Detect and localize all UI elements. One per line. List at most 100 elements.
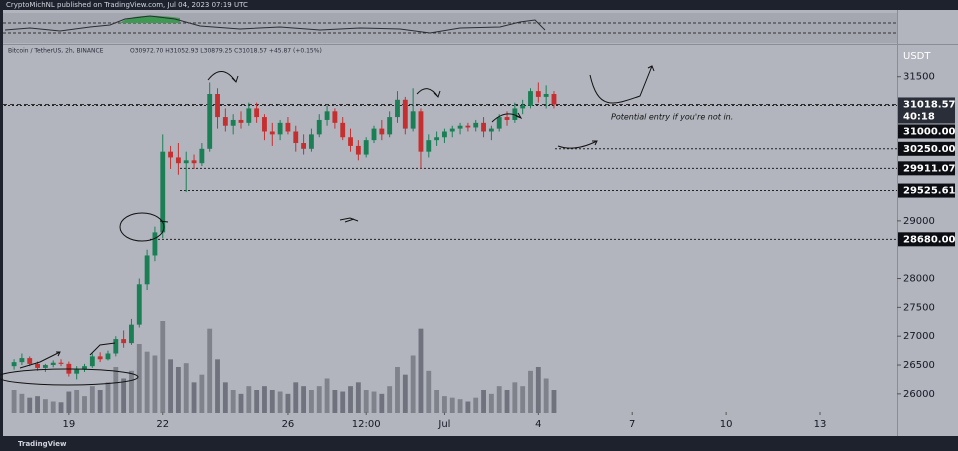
volume-bar <box>121 378 127 413</box>
drawings <box>0 65 655 386</box>
volume-bar <box>27 397 33 413</box>
candle-body <box>324 111 330 120</box>
candle-body <box>11 362 17 367</box>
candle-body <box>121 339 127 344</box>
candle-body <box>285 122 291 132</box>
candle-body <box>387 117 393 135</box>
volume-bar <box>457 399 463 413</box>
x-tick-label: Jul <box>437 419 450 430</box>
volume-bar <box>535 367 541 413</box>
volume-bar <box>254 390 260 413</box>
plot-area <box>3 10 897 412</box>
candle-body <box>58 362 64 364</box>
volume-bar <box>277 391 283 413</box>
candle-body <box>301 143 307 149</box>
volume-bar <box>316 386 322 413</box>
candle-body <box>363 140 369 155</box>
volume-bar <box>301 386 307 413</box>
candle-body <box>238 119 244 123</box>
volume-bar <box>199 374 205 413</box>
candle-body <box>191 160 197 164</box>
candle-body <box>465 125 471 128</box>
price-level-label: 28680.00 <box>903 234 956 245</box>
price-label-box <box>898 97 955 124</box>
candle-body <box>395 99 400 118</box>
volume-bar <box>379 393 385 413</box>
volume-bar <box>402 374 408 413</box>
candle-body <box>418 111 424 152</box>
currency: USDT <box>903 51 931 62</box>
candle-body <box>230 119 236 126</box>
indicator-line <box>4 15 546 34</box>
candle-body <box>222 117 228 126</box>
countdown: 40:18 <box>903 111 935 122</box>
volume-bar <box>355 382 361 413</box>
candle-body <box>434 137 440 141</box>
volume-bar <box>528 370 533 413</box>
price-level-label: 30250.00 <box>903 144 956 155</box>
volume-bar <box>19 393 25 413</box>
candle-body <box>332 111 338 123</box>
volume-bar <box>395 367 400 413</box>
volume-bar <box>418 328 424 413</box>
candle-body <box>488 128 494 132</box>
volume-bar <box>215 359 220 413</box>
x-tick-label: 13 <box>814 419 827 430</box>
volume-bar <box>520 386 526 413</box>
candle-body <box>535 91 541 97</box>
volume-bar <box>324 378 330 413</box>
candle-body <box>269 131 275 135</box>
y-tick-label: 26500 <box>903 360 935 371</box>
ohlc-values: O30972.70 H31052.93 L30879.25 C31018.57 … <box>130 48 322 55</box>
volume-bar <box>144 351 150 413</box>
volume-bar <box>496 386 502 413</box>
candle-body <box>449 128 455 132</box>
volume-bar <box>293 382 299 413</box>
volume-bar <box>543 378 549 413</box>
candle-body <box>371 128 377 141</box>
candle-body <box>496 117 502 129</box>
volume-bar <box>410 355 416 413</box>
candle-body <box>183 160 189 164</box>
volume-bar <box>387 386 393 413</box>
candle-body <box>410 111 416 129</box>
volume-bar <box>285 393 291 413</box>
candle-body <box>402 99 408 129</box>
candle-body <box>144 255 150 285</box>
volume-bar <box>89 386 95 413</box>
volume-bar <box>207 328 213 413</box>
volume-bar <box>58 402 64 413</box>
x-tick-label: 26 <box>282 419 295 430</box>
y-tick-label: 29000 <box>903 216 935 227</box>
candle-body <box>35 363 40 368</box>
candle-body <box>168 151 173 158</box>
candle-body <box>426 140 432 152</box>
volume-bar <box>308 390 314 413</box>
price-level-label: 29911.07 <box>903 163 956 174</box>
price-level-label: 31000.00 <box>903 126 956 137</box>
candle-body <box>19 358 25 363</box>
logo: TradingView <box>18 440 67 448</box>
price-level-label: 29525.61 <box>903 186 956 197</box>
volume-bar <box>269 390 275 413</box>
volume-bar <box>551 390 557 413</box>
volume-bar <box>175 367 181 413</box>
symbol: Bitcoin / TetherUS, 2h, BINANCE <box>8 48 104 55</box>
volume-bar <box>481 390 486 413</box>
candle-body <box>89 356 95 367</box>
candle-body <box>379 128 385 135</box>
candle-body <box>481 122 486 132</box>
candle-body <box>152 232 158 256</box>
volume-bar <box>465 401 471 413</box>
y-tick-label: 26000 <box>903 389 935 400</box>
candle-body <box>340 122 346 138</box>
candle-body <box>136 284 142 325</box>
volume-bar <box>246 386 252 413</box>
volume-bar <box>449 397 455 413</box>
annotation: Potential entry if you're not in. <box>611 113 733 122</box>
candle-body <box>504 117 510 120</box>
volume-bar <box>82 396 87 413</box>
candle-body <box>254 108 260 118</box>
y-tick-label: 27000 <box>903 331 935 342</box>
volume-bar <box>152 355 158 413</box>
